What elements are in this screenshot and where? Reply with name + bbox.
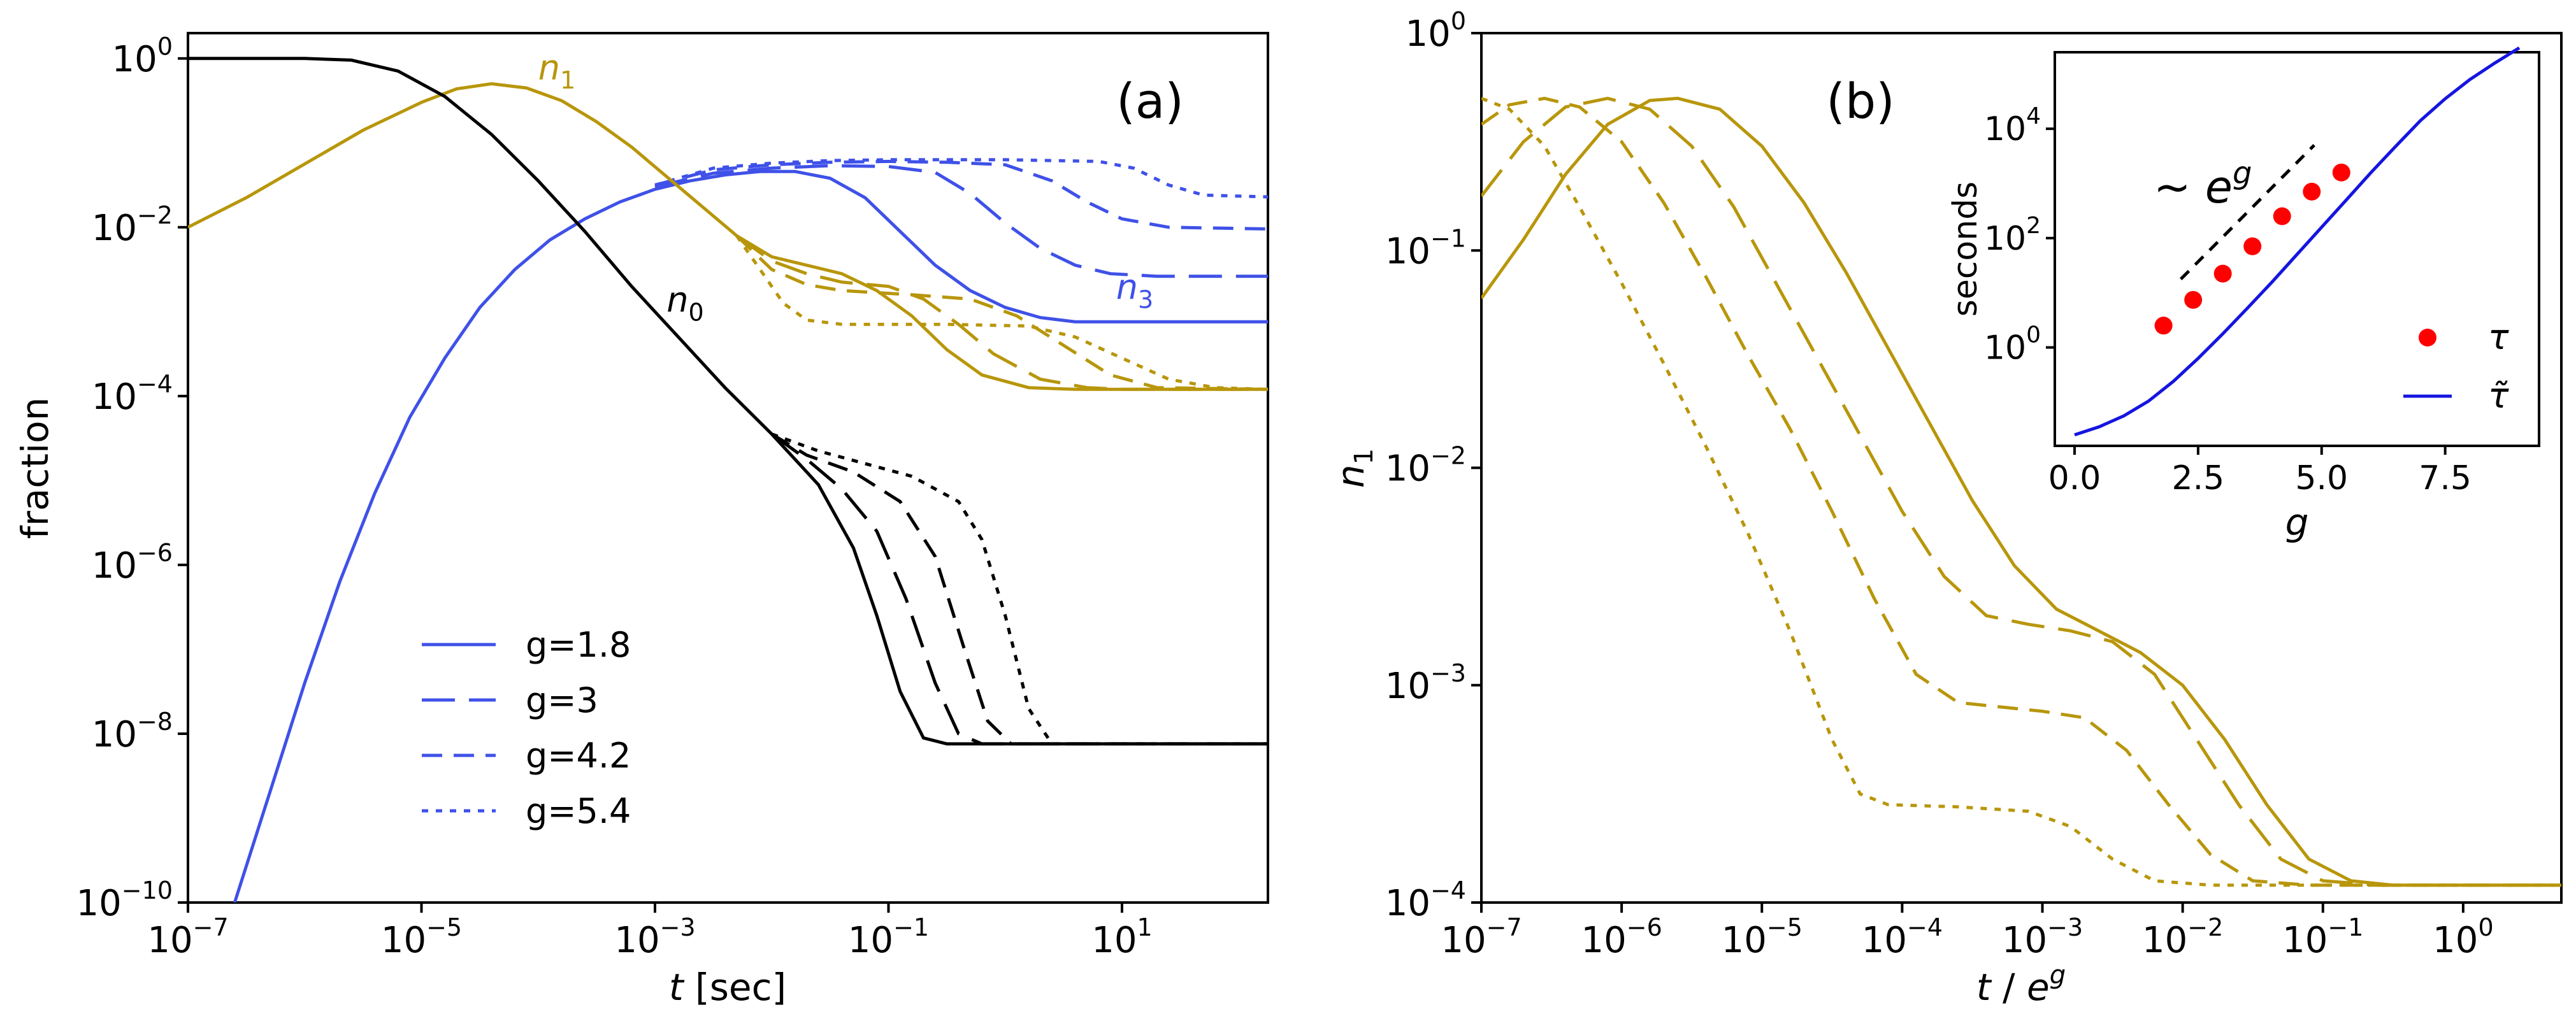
inset-x-tick-label: 2.5: [2172, 459, 2225, 497]
x-tick-label: 10−1: [2282, 913, 2363, 961]
x-tick-label: 10−4: [1862, 913, 1943, 961]
y-tick-label: 10−3: [1385, 659, 1466, 707]
legend-tau-tilde-label: τ̃: [2488, 376, 2509, 416]
exp-guide-line: [2179, 144, 2315, 280]
inset-x-tick-label: 7.5: [2419, 459, 2472, 497]
x-tick-label: 10−2: [2142, 913, 2223, 961]
series-n3-g-3: [654, 164, 1268, 278]
inset-ylabel: seconds: [1946, 182, 1985, 317]
inset-legend: τ τ̃: [2403, 317, 2509, 416]
series-n0-g-4-2: [770, 432, 1268, 746]
panel-a-curves: [188, 57, 1268, 903]
x-tick-label: 101: [1091, 913, 1152, 961]
inset-y-tick-label: 102: [1984, 213, 2041, 258]
series-n1-g-1-8: [188, 82, 1268, 391]
panel-a-label: (a): [1116, 73, 1184, 129]
inset-y-tick-label: 100: [1984, 322, 2041, 368]
legend-label: g=5.4: [526, 791, 631, 831]
tau-point: [2184, 290, 2203, 309]
y-tick-label: 10−8: [92, 708, 173, 755]
legend-tau-marker: [2419, 329, 2436, 346]
panel-b-curves: [1481, 96, 2561, 887]
tau-point: [2154, 317, 2173, 335]
series-n0-g-3: [770, 432, 1268, 746]
inset-x-tick-label: 5.0: [2295, 459, 2348, 497]
inset-xlabel: g: [2285, 501, 2309, 544]
series-b-n1-g-5-4: [1481, 97, 2561, 887]
y-tick-label: 10−2: [92, 201, 173, 249]
panel-a: 10−7 10−5 10−3 10−1 101 100 10−2 10−4 10−6 10−8 10…: [13, 32, 1269, 1009]
panel-b-ylabel: n1: [1329, 448, 1379, 488]
curve-label-n0: n0: [666, 280, 703, 326]
panel-b-xlabel: t / eg: [1976, 960, 2066, 1009]
legend-label: g=3: [526, 680, 598, 720]
legend-label: g=4.2: [526, 736, 631, 776]
x-tick-label: 10−5: [381, 913, 462, 961]
tau-point: [2303, 182, 2321, 201]
series-b-n1-g-1-8: [1481, 96, 2561, 887]
tau-point: [2213, 264, 2232, 283]
series-n1-g-4-2: [735, 234, 1268, 391]
x-tick-label: 100: [2433, 913, 2493, 961]
x-tick-label: 10−7: [1441, 913, 1522, 961]
series-n0-g-1-8: [188, 57, 1268, 746]
panel-b-ticks: 10−7 10−6 10−5 10−4 10−3 10−2 10−1 100 100 10−1 10…: [1385, 7, 2494, 961]
y-tick-label: 10−1: [1385, 224, 1466, 272]
x-tick-label: 10−5: [1722, 913, 1802, 961]
panel-b-inset: 0.0 2.5 5.0 7.5 104 102 100 g seconds ~ eg τ τ̃: [1946, 46, 2540, 544]
x-tick-label: 10−6: [1581, 913, 1662, 961]
panel-a-curve-labels: n0 n1 n3: [538, 48, 1153, 326]
tau-point: [2273, 207, 2291, 225]
series-b-n1-g-3: [1481, 96, 2561, 887]
legend-tau-label: τ: [2488, 317, 2509, 357]
curve-label-n3: n3: [1116, 267, 1153, 313]
panel-b: 10−7 10−6 10−5 10−4 10−3 10−2 10−1 100 100 10−1 10…: [1329, 7, 2563, 1009]
series-n3-g-4-2: [654, 159, 1268, 231]
series-b-n1-g-4-2: [1481, 96, 2561, 887]
series-n1-g-5-4: [735, 234, 1268, 391]
inset-x-tick-label: 0.0: [2048, 459, 2101, 497]
x-tick-label: 10−3: [2002, 913, 2083, 961]
series-n0-g-5-4: [771, 432, 1268, 746]
panel-a-legend: g=1.8 g=3 g=4.2 g=5.4: [422, 625, 631, 831]
panel-a-xlabel: t [sec]: [669, 966, 786, 1009]
y-tick-label: 10−6: [92, 539, 173, 587]
panel-a-ticks: 10−7 10−5 10−3 10−1 101 100 10−2 10−4 10−6 10−8 10…: [76, 32, 1153, 961]
panel-a-ylabel: fraction: [13, 397, 57, 539]
x-tick-label: 10−1: [848, 913, 929, 961]
panel-a-frame: [187, 32, 1269, 904]
series-n3-g-5-4: [654, 158, 1268, 199]
y-tick-label: 10−10: [76, 876, 173, 924]
x-tick-label: 10−3: [614, 913, 695, 961]
inset-frame: [2054, 51, 2540, 447]
inset-y-tick-label: 104: [1984, 103, 2041, 148]
y-tick-label: 100: [1406, 7, 1466, 55]
curve-label-n1: n1: [538, 48, 575, 94]
series-n1-g-3: [735, 234, 1268, 391]
inset-ticks: 0.0 2.5 5.0 7.5 104 102 100: [1984, 103, 2472, 497]
tau-tilde-line: [2074, 46, 2521, 437]
y-tick-label: 10−4: [1385, 876, 1466, 924]
tau-point: [2243, 237, 2262, 255]
inset-annotation: ~ eg: [2154, 155, 2252, 213]
y-tick-label: 10−2: [1385, 442, 1466, 490]
panel-b-label: (b): [1826, 73, 1895, 129]
inset-content: [2074, 46, 2521, 437]
y-tick-label: 10−4: [92, 370, 173, 418]
tau-point: [2332, 163, 2350, 182]
x-tick-label: 10−7: [147, 913, 228, 961]
legend-label: g=1.8: [526, 625, 631, 665]
series-n3-g-1-8: [233, 169, 1268, 903]
y-tick-label: 100: [112, 32, 173, 80]
